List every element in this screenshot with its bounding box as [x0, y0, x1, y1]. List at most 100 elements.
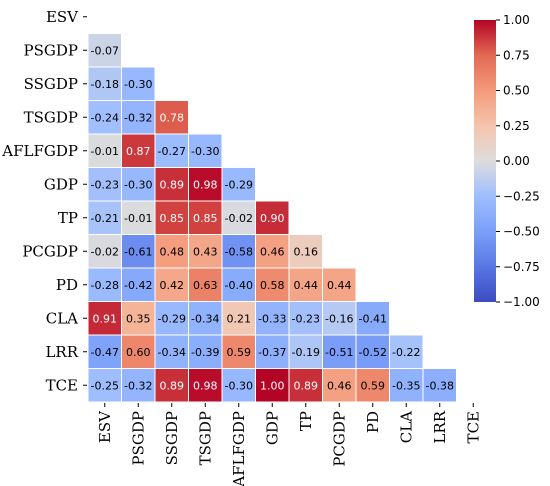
cell-value-lrr-tsgdp: -0.39: [191, 346, 219, 359]
cell-value-tce-pcgdp: 0.46: [327, 379, 352, 392]
colorbar-tick-label: −0.50: [503, 225, 540, 239]
cell-value-ssgdp-esv: -0.18: [91, 78, 119, 91]
y-tick-label-cla: CLA: [46, 309, 78, 327]
colorbar-tick-label: 0.25: [503, 119, 530, 133]
heatmap-cell-pd-pcgdp: [322, 267, 357, 302]
x-tick-label-psgdp: PSGDP: [129, 411, 147, 465]
cell-value-aflfgdp-ssgdp: -0.27: [158, 145, 186, 158]
y-tick-label-aflfgdp: AFLFGDP: [1, 142, 78, 160]
cell-value-gdp-ssgdp: 0.89: [160, 178, 185, 191]
y-tick-label-pd: PD: [56, 276, 78, 294]
heatmap-cell-pd-esv: [87, 267, 122, 302]
colorbar-tick-label: 0.50: [503, 84, 530, 98]
heatmap-cell-tce-tsgdp: [188, 368, 223, 403]
cell-value-lrr-aflfgdp: 0.59: [227, 346, 252, 359]
y-tick-labels: ESV PSGDP SSGDP TSGDP AFLFGDP GDP TP PCGDP PD CLA…: [1, 8, 87, 394]
heatmap-cell-aflfgdp-psgdp: [121, 133, 156, 168]
x-tick-label-tsgdp: TSGDP: [196, 411, 214, 465]
cell-value-pd-ssgdp: 0.42: [160, 279, 185, 292]
heatmap-cell-psgdp-esv: [87, 33, 122, 68]
heatmap-cell-tp-tsgdp: [188, 200, 223, 235]
heatmap-cell-tp-aflfgdp: [221, 200, 256, 235]
cell-value-tsgdp-esv: -0.24: [91, 111, 119, 124]
y-tick-label-esv: ESV: [46, 8, 79, 26]
cell-value-tsgdp-ssgdp: 0.78: [160, 111, 185, 124]
heatmap-cell-tp-gdp: [255, 200, 290, 235]
heatmap-cell-pcgdp-esv: [87, 234, 122, 269]
heatmap-cell-cla-esv: [87, 301, 122, 336]
cell-value-tce-ssgdp: 0.89: [160, 379, 185, 392]
cell-value-pcgdp-esv: -0.02: [91, 245, 119, 258]
heatmap-cell-cla-pd: [355, 301, 390, 336]
cell-value-cla-aflfgdp: 0.21: [227, 312, 252, 325]
x-tick-label-ssgdp: SSGDP: [163, 411, 181, 465]
cell-value-gdp-psgdp: -0.30: [124, 178, 152, 191]
x-tick-label-tp: TP: [297, 411, 315, 431]
cell-value-cla-pcgdp: -0.16: [325, 312, 353, 325]
colorbar-tick-label: 1.00: [503, 13, 530, 27]
cell-value-pcgdp-tp: 0.16: [294, 245, 319, 258]
heatmap-cells: -0.07 -0.18 -0.30 -0.24 -0.32 0.78 -0.01 0.87 -0…: [87, 33, 457, 403]
cell-value-gdp-esv: -0.23: [91, 178, 119, 191]
colorbar-tick-label: −1.00: [503, 295, 540, 309]
cell-value-pd-tsgdp: 0.63: [193, 279, 218, 292]
x-tick-labels: ESV PSGDP SSGDP TSGDP AFLFGDP GDP TP PCGDP PD CLA…: [96, 403, 482, 486]
heatmap-cell-tce-gdp: [255, 368, 290, 403]
cell-value-tce-tsgdp: 0.98: [193, 379, 218, 392]
cell-value-pcgdp-aflfgdp: -0.58: [225, 245, 253, 258]
cell-value-pd-pcgdp: 0.44: [327, 279, 352, 292]
heatmap-cell-lrr-tsgdp: [188, 334, 223, 369]
cell-value-cla-psgdp: 0.35: [126, 312, 151, 325]
cell-value-pd-gdp: 0.58: [260, 279, 285, 292]
heatmap-cell-aflfgdp-tsgdp: [188, 133, 223, 168]
heatmap-cell-lrr-aflfgdp: [221, 334, 256, 369]
cell-value-pcgdp-ssgdp: 0.48: [160, 245, 185, 258]
cell-value-pd-aflfgdp: -0.40: [225, 279, 253, 292]
cell-value-gdp-tsgdp: 0.98: [193, 178, 218, 191]
cell-value-cla-pd: -0.41: [359, 312, 387, 325]
cell-value-cla-tp: -0.23: [292, 312, 320, 325]
heatmap-cell-tce-aflfgdp: [221, 368, 256, 403]
cell-value-pcgdp-psgdp: -0.61: [124, 245, 152, 258]
heatmap-cell-tce-pd: [355, 368, 390, 403]
cell-value-tp-psgdp: -0.01: [124, 212, 152, 225]
cell-value-pcgdp-tsgdp: 0.43: [193, 245, 218, 258]
cell-value-tce-psgdp: -0.32: [124, 379, 152, 392]
cell-value-tp-ssgdp: 0.85: [160, 212, 185, 225]
heatmap-cell-lrr-cla: [389, 334, 424, 369]
heatmap-cell-tce-lrr: [422, 368, 457, 403]
cell-value-lrr-psgdp: 0.60: [126, 346, 151, 359]
colorbar-tick-label: 0.75: [503, 48, 530, 62]
x-tick-label-esv: ESV: [96, 410, 114, 443]
cell-value-pd-tp: 0.44: [294, 279, 319, 292]
heatmap-cell-lrr-psgdp: [121, 334, 156, 369]
cell-value-tce-lrr: -0.38: [426, 379, 454, 392]
x-tick-label-pd: PD: [364, 411, 382, 433]
cell-value-tce-tp: 0.89: [294, 379, 319, 392]
cell-value-tp-aflfgdp: -0.02: [225, 212, 253, 225]
cell-value-tce-gdp: 1.00: [260, 379, 285, 392]
heatmap-cell-pcgdp-gdp: [255, 234, 290, 269]
cell-value-tsgdp-psgdp: -0.32: [124, 111, 152, 124]
heatmap-cell-tsgdp-ssgdp: [154, 100, 189, 135]
y-tick-label-gdp: GDP: [44, 175, 78, 193]
heatmap-cell-pd-ssgdp: [154, 267, 189, 302]
heatmap-cell-lrr-pcgdp: [322, 334, 357, 369]
cell-value-lrr-cla: -0.22: [392, 346, 420, 359]
cell-value-tce-aflfgdp: -0.30: [225, 379, 253, 392]
cell-value-cla-ssgdp: -0.29: [158, 312, 186, 325]
cell-value-cla-esv: 0.91: [93, 312, 118, 325]
cell-value-lrr-pd: -0.52: [359, 346, 387, 359]
cell-value-lrr-tp: -0.19: [292, 346, 320, 359]
heatmap-cell-tp-esv: [87, 200, 122, 235]
y-tick-label-lrr: LRR: [45, 343, 78, 361]
heatmap-cell-tce-esv: [87, 368, 122, 403]
colorbar-tick-label: −0.25: [503, 189, 540, 203]
cell-value-aflfgdp-tsgdp: -0.30: [191, 145, 219, 158]
colorbar-tick-label: 0.00: [503, 154, 530, 168]
colorbar: 1.00 0.75 0.50 0.25 0.00 −0.25 −0.50 −0.75 −1.00: [474, 13, 540, 309]
cell-value-lrr-ssgdp: -0.34: [158, 346, 186, 359]
heatmap-cell-cla-gdp: [255, 301, 290, 336]
x-tick-label-tce: TCE: [464, 411, 482, 443]
